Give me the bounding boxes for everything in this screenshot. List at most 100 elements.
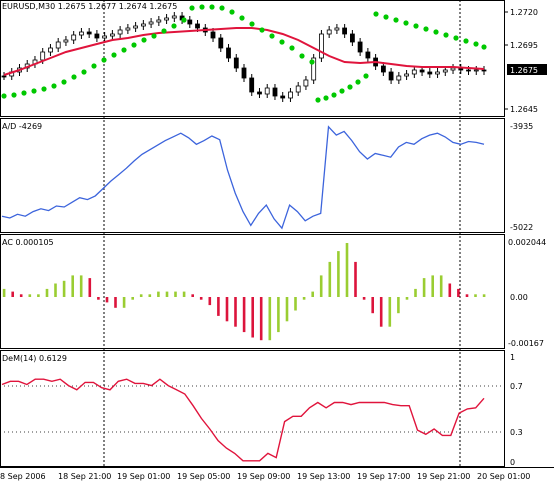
candle-body xyxy=(133,25,139,29)
candle-body xyxy=(311,57,317,81)
dem-tick-label: 0.3 xyxy=(510,428,523,437)
dem-panel-label: DeM(14) 0.6129 xyxy=(2,354,67,363)
candle-body xyxy=(148,21,154,25)
ac-bar xyxy=(2,288,6,297)
ac-bar xyxy=(405,297,409,300)
ad-tick-label: -5022 xyxy=(510,223,533,232)
right-price-scale[interactable] xyxy=(505,0,554,467)
parabolic-sar-dot xyxy=(481,44,487,50)
parabolic-sar-dot xyxy=(239,15,245,21)
ac-bar xyxy=(37,294,40,297)
moving-average-line xyxy=(3,27,485,76)
candle-body xyxy=(450,67,456,71)
parabolic-sar-dot xyxy=(269,33,275,39)
candle-body xyxy=(326,29,332,35)
ac-bar xyxy=(191,294,194,297)
candle-body xyxy=(110,33,115,37)
ac-bar xyxy=(148,294,152,297)
parabolic-sar-dot xyxy=(423,26,429,32)
parabolic-sar-dot xyxy=(61,79,67,85)
parabolic-sar-dot xyxy=(347,84,353,90)
candle-body xyxy=(125,27,131,31)
parabolic-sar-dot xyxy=(11,92,17,98)
ac-panel[interactable] xyxy=(0,234,505,349)
candle-body xyxy=(396,75,402,81)
parabolic-sar-dot xyxy=(189,5,195,11)
time-axis-label: 19 Sep 13:00 xyxy=(297,472,350,481)
candle-body xyxy=(79,31,84,36)
main-panel[interactable] xyxy=(0,0,505,117)
parabolic-sar-dot xyxy=(323,95,329,101)
parabolic-sar-dot xyxy=(219,5,225,11)
ac-bar xyxy=(157,291,160,297)
ad-panel[interactable] xyxy=(0,118,505,233)
parabolic-sar-dot xyxy=(393,17,399,23)
ac-bar xyxy=(379,297,383,327)
parabolic-sar-dot xyxy=(1,93,7,99)
ac-bar xyxy=(122,297,126,308)
candle-body xyxy=(388,71,394,81)
time-axis-label: 19 Sep 01:00 xyxy=(117,472,170,481)
parabolic-sar-dot xyxy=(121,47,127,53)
parabolic-sar-dot xyxy=(81,69,87,75)
parabolic-sar-dot xyxy=(443,32,449,38)
parabolic-sar-dot xyxy=(209,4,215,10)
ac-bar xyxy=(131,297,134,300)
candle-body xyxy=(241,67,247,79)
ac-bar xyxy=(71,275,74,297)
parabolic-sar-dot xyxy=(31,88,37,94)
time-axis-label: 19 Sep 09:00 xyxy=(237,472,290,481)
ac-bar xyxy=(465,294,469,297)
candle-body xyxy=(365,51,371,59)
dem-panel[interactable] xyxy=(0,350,505,467)
ac-bar xyxy=(114,297,117,308)
parabolic-sar-dot xyxy=(181,17,187,23)
parabolic-sar-dot xyxy=(199,4,205,10)
ac-bar xyxy=(139,294,143,297)
ac-bar xyxy=(242,297,246,333)
price-tick-label: 1.2695 xyxy=(510,41,538,50)
current-price-badge xyxy=(507,64,547,75)
candle-body xyxy=(288,91,293,99)
price-chart xyxy=(1,4,487,103)
candle-body xyxy=(411,69,417,75)
candle-body xyxy=(249,77,255,93)
ad-line xyxy=(1,125,485,230)
parabolic-sar-dot xyxy=(463,38,469,44)
candle-body xyxy=(86,31,92,35)
ac-tick-label: 0.002044 xyxy=(508,238,546,247)
candle-body xyxy=(404,73,410,77)
parabolic-sar-dot xyxy=(259,27,265,33)
ac-bar xyxy=(105,297,109,303)
ac-bar xyxy=(414,288,417,297)
time-axis[interactable]: 8 Sep 2006 18 Sep 21:00 19 Sep 01:00 19 … xyxy=(0,472,530,481)
candle-body xyxy=(481,69,487,72)
parabolic-sar-dot xyxy=(21,90,27,96)
candle-body xyxy=(140,23,146,27)
ac-histogram xyxy=(2,243,486,341)
candle-body xyxy=(195,23,200,29)
parabolic-sar-dot xyxy=(373,11,379,17)
candle-body xyxy=(435,71,440,75)
candle-body xyxy=(318,33,324,59)
ac-bar xyxy=(19,294,23,297)
parabolic-sar-dot xyxy=(91,63,97,69)
candle-body xyxy=(342,27,348,35)
main-panel-label: EURUSD,M30 1.2675 1.2677 1.2674 1.2675 xyxy=(2,2,177,11)
candle-body xyxy=(295,85,301,93)
candle-body xyxy=(357,41,363,53)
candle-body xyxy=(280,95,286,99)
candle-body xyxy=(272,87,278,97)
parabolic-sar-dot xyxy=(71,74,77,80)
price-tick-label: 1.2645 xyxy=(510,105,538,114)
candle-body xyxy=(94,33,100,39)
ad-panel-label: A/D -4269 xyxy=(2,122,42,131)
parabolic-sar-dot xyxy=(355,79,361,85)
parabolic-sar-dot xyxy=(249,21,255,27)
parabolic-sar-dot xyxy=(315,97,321,103)
ac-bar xyxy=(225,297,229,322)
parabolic-sar-dot xyxy=(229,9,235,15)
candle-body xyxy=(102,35,107,39)
ac-bar xyxy=(259,297,263,341)
